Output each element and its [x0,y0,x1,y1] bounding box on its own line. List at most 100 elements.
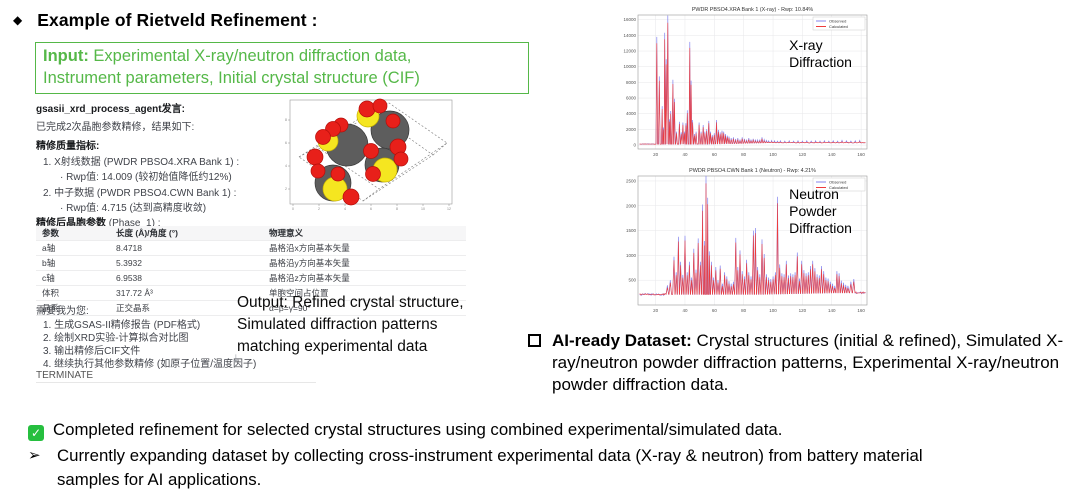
input-line-1-text: Experimental X-ray/neutron diffraction d… [88,47,412,65]
svg-text:2: 2 [285,187,287,191]
quality-item-1: 1. X射线数据 (PWDR PBSO4.XRA Bank 1) : [43,157,240,168]
expanding-line: ➢ Currently expanding dataset by collecti… [28,444,939,493]
table-cell: 8.4718 [110,240,263,256]
followup-item-2: 2. 绘制XRD实验-计算拟合对比图 [43,333,189,344]
table-cell: 晶系 [36,300,110,316]
followup-item-1: 1. 生成GSAS-II精修报告 (PDF格式) [43,320,201,331]
table-cell: a轴 [36,240,110,256]
followup-item-4: 4. 继续执行其他参数精修 (如原子位置/温度因子) [43,359,257,370]
svg-text:160: 160 [857,152,865,157]
table-cell: 正交晶系 [110,300,263,316]
svg-text:40: 40 [682,308,688,313]
svg-text:80: 80 [741,152,747,157]
completed-line: ✓ Completed refinement for selected cryst… [28,420,1073,441]
table-row: 晶系 正交晶系 α=β=γ=90° [36,300,466,316]
svg-text:Observed: Observed [829,180,846,185]
followup-item-3: 3. 输出精修后CIF文件 [43,346,141,357]
table-cell: α=β=γ=90° [263,300,466,316]
svg-text:16000: 16000 [623,17,636,22]
table-header-row: 参数 长度 (Å)/角度 (°) 物理意义 [36,226,466,241]
agent-name-header: gsasii_xrd_process_agent发言: [36,104,185,115]
svg-text:X-ray: X-ray [789,37,822,53]
svg-text:20: 20 [653,308,659,313]
svg-text:2000: 2000 [626,203,637,208]
svg-text:100: 100 [769,308,777,313]
input-line-2: Instrument parameters, Initial crystal s… [43,68,420,87]
lattice-params-header: 精修后晶胞参数 (Phase_1) : [36,214,160,229]
followup-intro: 需要我为您: [36,306,89,317]
svg-text:8000: 8000 [626,80,637,85]
svg-text:60: 60 [712,152,718,157]
output-text: Output: Refined crystal structure, Simul… [237,294,464,355]
svg-text:2500: 2500 [626,178,637,183]
table-cell: b轴 [36,255,110,271]
quality-item-2-sub: · Rwp值: 4.715 (达到高精度收敛) [60,203,207,214]
table-row: c轴 6.9538 晶格沿z方向基本矢量 [36,270,466,286]
lattice-params-header-bold: 精修后晶胞参数 [36,218,106,229]
svg-text:Calculated: Calculated [829,185,848,190]
table-cell: 晶格沿y方向基本矢量 [263,255,466,271]
ai-dataset-label: AI-ready Dataset: [552,331,692,350]
table-cell: 317.72 Å³ [110,285,263,301]
svg-text:10000: 10000 [623,64,636,69]
svg-text:Powder: Powder [789,203,837,219]
svg-text:140: 140 [828,152,836,157]
input-box: Input: Experimental X-ray/neutron diffra… [35,42,529,94]
svg-text:14000: 14000 [623,33,636,38]
quality-metrics-header: 精修质量指标: [36,141,100,152]
expanding-text: Currently expanding dataset by collectin… [57,446,923,490]
chat-divider [36,382,316,383]
svg-text:6: 6 [285,141,287,145]
table-header-cell: 参数 [36,226,110,241]
diamond-bullet-icon: ◆ [13,13,23,27]
svg-text:1500: 1500 [626,228,637,233]
svg-text:4000: 4000 [626,111,637,116]
xray-diffraction-chart: 20 40 60 80 100 120 140 160 0 2000 4000 6000 8000 100… [612,4,874,167]
input-line-1: Input: Experimental X-ray/neutron diffra… [43,46,521,68]
svg-text:80: 80 [741,308,747,313]
svg-text:0: 0 [292,207,294,211]
ai-ready-dataset-block: AI-ready Dataset: Crystal structures (in… [528,330,1080,396]
svg-text:40: 40 [682,152,688,157]
table-cell: 单胞空间占位置 [263,285,466,301]
svg-text:Calculated: Calculated [829,24,848,29]
lattice-params-header-rest: (Phase_1) : [106,218,161,229]
svg-text:120: 120 [799,308,807,313]
svg-text:1000: 1000 [626,253,637,258]
terminate-text: TERMINATE [36,370,94,381]
crystal-structure-image: 0 2 4 6 8 10 12 2 4 6 8 [283,97,459,211]
svg-text:20: 20 [653,152,659,157]
svg-text:4: 4 [344,207,346,211]
square-bullet-icon [528,334,541,347]
table-cell: 5.3932 [110,255,263,271]
table-cell: 晶格沿z方向基本矢量 [263,270,466,286]
ai-dataset-text: Crystal structures (initial & refined), … [552,331,1064,395]
svg-text:100: 100 [769,152,777,157]
svg-text:160: 160 [857,308,865,313]
table-cell: 体积 [36,285,110,301]
table-row: a轴 8.4718 晶格沿x方向基本矢量 [36,240,466,256]
cell-params-table: 参数 长度 (Å)/角度 (°) 物理意义 a轴 8.4718 晶格沿x方向基本矢量 b轴 5… [36,226,466,316]
table-row: b轴 5.3932 晶格沿y方向基本矢量 [36,255,466,271]
table-cell: 晶格沿x方向基本矢量 [263,240,466,256]
table-cell: 6.9538 [110,270,263,286]
svg-text:6000: 6000 [626,96,637,101]
title-row: ◆ Example of Rietveld Refinement : [13,10,318,31]
neutron-diffraction-chart: 20 40 60 80 100 120 140 160 500 1000 1500 2000 2500 P… [612,165,874,323]
quality-item-2: 2. 中子数据 (PWDR PBSO4.CWN Bank 1) : [43,188,237,199]
svg-text:2000: 2000 [626,127,637,132]
svg-text:60: 60 [712,308,718,313]
svg-text:0: 0 [633,143,636,148]
svg-text:PWDR PBSO4.CWN Bank 1 (Neutron: PWDR PBSO4.CWN Bank 1 (Neutron) - Rwp: 4… [689,168,816,174]
scroll-down-button[interactable]: ↓ [233,350,239,364]
arrow-bullet-icon: ➢ [28,447,41,464]
svg-text:6: 6 [370,207,372,211]
chat-intro-line: 已完成2次晶胞参数精修，结果如下: [36,122,195,133]
table-row: 体积 317.72 Å³ 单胞空间占位置 [36,285,466,301]
table-header-cell: 物理意义 [263,226,466,241]
svg-text:Observed: Observed [829,19,846,24]
input-label: Input: [43,47,89,65]
check-icon: ✓ [28,425,44,441]
svg-text:4: 4 [285,164,287,168]
svg-text:8: 8 [285,118,287,122]
